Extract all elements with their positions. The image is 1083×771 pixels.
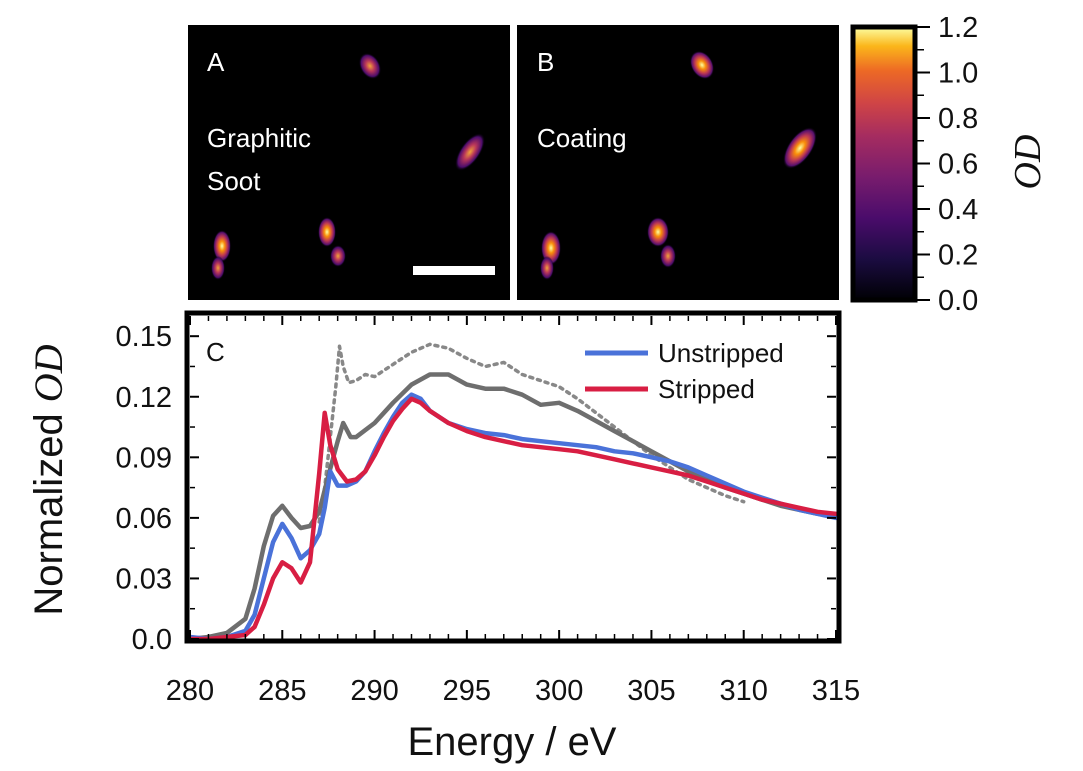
colorbar-tick-label: 0.0 bbox=[938, 285, 978, 317]
x-tick-label: 305 bbox=[627, 675, 675, 707]
y-axis-title: Normalized OD bbox=[26, 344, 71, 615]
stripped-line bbox=[187, 396, 839, 642]
plot-frame bbox=[184, 310, 842, 644]
colorbar-label: OD bbox=[1007, 135, 1049, 190]
y-tick-label: 0.06 bbox=[116, 503, 172, 535]
panel-c-letter: C bbox=[206, 337, 225, 367]
scale-bar bbox=[413, 266, 495, 275]
y-axis-title-prefix: Normalized bbox=[27, 402, 71, 615]
colorbar-tick-label: 0.8 bbox=[938, 103, 978, 135]
colorbar-tick-label: 0.4 bbox=[938, 194, 978, 226]
x-tick-label: 295 bbox=[443, 675, 491, 707]
panel-a-label-line2: Soot bbox=[207, 166, 261, 196]
colorbar-tick-label: 0.2 bbox=[938, 240, 978, 272]
unstripped-line bbox=[187, 392, 839, 642]
y-axis-ticks: 0.0 0.03 0.06 0.09 0.12 0.15 bbox=[116, 321, 836, 656]
x-tick-label: 300 bbox=[535, 675, 583, 707]
x-tick-label: 310 bbox=[720, 675, 768, 707]
spectra-chart: 280 285 290 295 300 305 310 315 0.0 0.03 0.06 0.09… bbox=[26, 310, 860, 764]
reference-gray-line bbox=[187, 372, 839, 642]
panel-a-letter: A bbox=[207, 47, 225, 77]
x-tick-label: 290 bbox=[350, 675, 398, 707]
particle-blobs-b bbox=[540, 50, 817, 280]
panel-a-label-line1: Graphitic bbox=[207, 123, 311, 153]
panel-b-image: B Coating bbox=[517, 25, 839, 300]
legend-label-stripped: Stripped bbox=[658, 374, 755, 404]
y-tick-label: 0.15 bbox=[116, 321, 172, 353]
y-tick-label: 0.0 bbox=[132, 624, 172, 656]
panel-b-label: Coating bbox=[537, 123, 627, 153]
plot-lines bbox=[187, 342, 839, 642]
y-tick-label: 0.09 bbox=[116, 442, 172, 474]
colorbar-tick-label: 1.2 bbox=[938, 12, 978, 44]
colorbar-tick-label: 1.0 bbox=[938, 58, 978, 90]
y-tick-label: 0.12 bbox=[116, 382, 172, 414]
reference-dotted-line bbox=[317, 342, 746, 524]
x-tick-label: 280 bbox=[166, 675, 214, 707]
legend: Unstripped Stripped bbox=[585, 338, 784, 404]
x-axis-title: Energy / eV bbox=[407, 720, 616, 764]
x-tick-label: 315 bbox=[812, 675, 860, 707]
y-axis-title-italic: OD bbox=[26, 344, 71, 402]
legend-label-unstripped: Unstripped bbox=[658, 338, 784, 368]
x-axis-ticks: 280 285 290 295 300 305 310 315 bbox=[166, 316, 860, 707]
panel-b-letter: B bbox=[537, 47, 554, 77]
colorbar: 1.2 1.0 0.8 0.6 0.4 0.2 0.0 OD bbox=[850, 12, 1049, 317]
particle-blobs-a bbox=[211, 52, 486, 280]
x-tick-label: 285 bbox=[258, 675, 306, 707]
panel-a-image: A Graphitic Soot bbox=[188, 25, 510, 300]
y-tick-label: 0.03 bbox=[116, 563, 172, 595]
colorbar-tick-label: 0.6 bbox=[938, 149, 978, 181]
colorbar-ticks: 1.2 1.0 0.8 0.6 0.4 0.2 0.0 bbox=[915, 12, 978, 317]
